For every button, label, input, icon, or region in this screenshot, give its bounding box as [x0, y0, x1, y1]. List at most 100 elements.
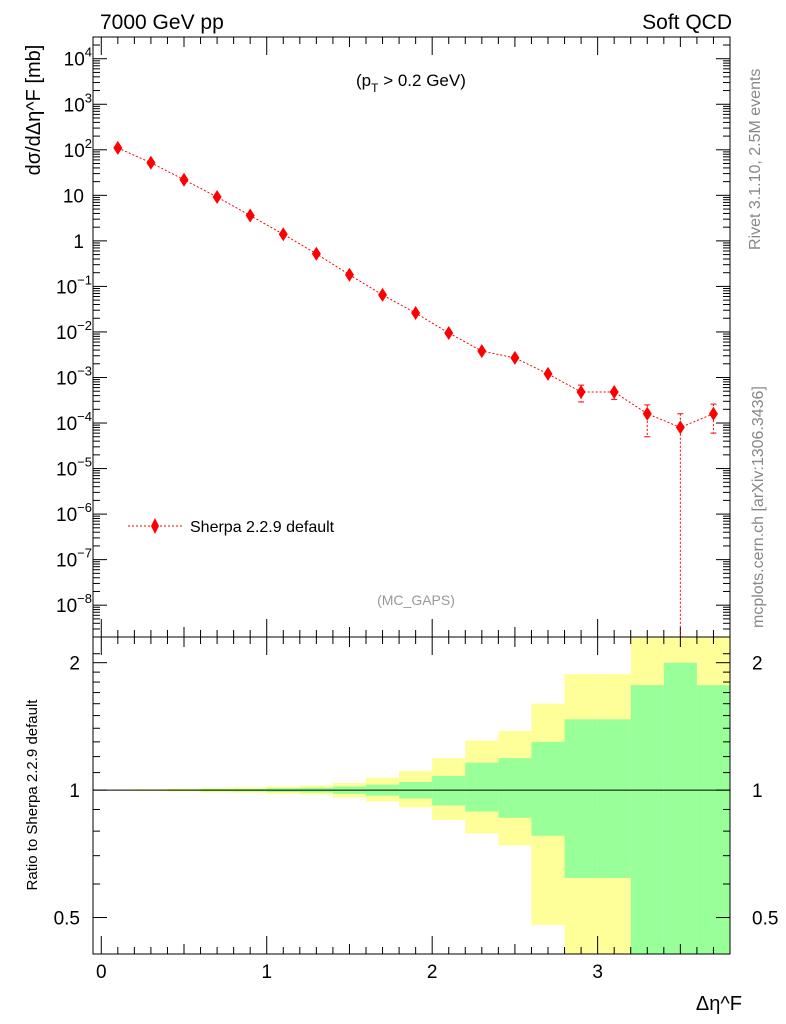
ratio-band-1σ-bin-12: [498, 758, 532, 818]
main-y-tick-label-exp--7: −7: [77, 546, 92, 561]
ratio-band-1σ-bin-11: [465, 762, 499, 812]
ratio-band-1σ-bin-13: [531, 741, 565, 836]
main-y-tick-label-2: 102: [64, 136, 92, 162]
main-y-tick-label-exp--1: −1: [77, 272, 92, 287]
main-y-tick-label-base-1: 10: [63, 186, 84, 207]
legend-marker: [151, 518, 159, 534]
cut-annotation-base: (p: [356, 71, 371, 90]
main-y-tick-label-3: 103: [64, 90, 92, 116]
data-point-16: [642, 406, 652, 421]
ratio-y-tick-label-left-1: 1: [69, 781, 80, 802]
data-point-15: [609, 385, 619, 400]
main-y-tick-label-exp-3: 3: [85, 90, 92, 105]
ratio-panel-frame: [92, 636, 731, 955]
data-point-13: [543, 366, 553, 381]
data-point-4: [245, 208, 255, 223]
ratio-band-1σ-bin-15: [597, 719, 631, 878]
ratio-y-axis-label: Ratio to Sherpa 2.2.9 default: [24, 699, 41, 891]
main-y-tick-label-exp--6: −6: [77, 500, 92, 515]
main-y-tick-label--5: 10−5: [56, 455, 92, 481]
ratio-band-1σ-bin-18: [696, 685, 730, 954]
main-y-ticks: 10410310210110−110−210−310−410−510−610−7…: [56, 44, 730, 630]
main-y-tick-label-exp--4: −4: [77, 409, 92, 424]
data-point-0: [113, 140, 123, 155]
data-point-14: [576, 385, 586, 400]
main-y-tick-label-base--3: 10: [56, 368, 77, 389]
ratio-y-tick-label-right-0.5: 0.5: [752, 909, 778, 930]
main-y-tick-label--1: 10−1: [56, 272, 92, 298]
main-y-tick-label-base--7: 10: [56, 551, 77, 572]
side-label-top: Rivet 3.1.10, 2.5M events: [747, 69, 764, 250]
analysis-watermark: (MC_GAPS): [377, 592, 455, 608]
data-point-10: [444, 325, 454, 340]
cut-annotation-sub: T: [371, 81, 379, 95]
x-tick-label-1: 1: [261, 962, 272, 983]
main-y-tick-label-base-0: 1: [73, 232, 84, 253]
series-sherpa: [113, 140, 718, 637]
data-point-5: [278, 227, 288, 242]
ratio-y-tick-label-left-2: 2: [69, 654, 80, 675]
data-point-3: [212, 189, 222, 204]
main-y-tick-label-base--2: 10: [56, 323, 77, 344]
ratio-y-tick-label-right-1: 1: [752, 781, 763, 802]
data-point-17: [675, 420, 685, 435]
ratio-band-1σ-bin-17: [663, 662, 697, 954]
data-point-2: [179, 172, 189, 187]
main-y-tick-label-exp-2: 2: [85, 136, 92, 151]
x-tick-label-2: 2: [427, 962, 438, 983]
data-point-1: [146, 155, 156, 170]
main-y-tick-label-1: 10: [63, 186, 84, 207]
main-y-tick-label-exp--8: −8: [77, 591, 92, 606]
main-y-tick-label--3: 10−3: [56, 363, 92, 389]
main-y-tick-label-base-4: 10: [64, 50, 85, 71]
ratio-bands: [101, 637, 730, 954]
legend-label: Sherpa 2.2.9 default: [190, 519, 335, 536]
main-y-tick-label--2: 10−2: [56, 318, 92, 344]
main-y-tick-label--8: 10−8: [56, 591, 92, 617]
data-point-12: [510, 350, 520, 365]
x-axis-label: Δη^F: [696, 993, 742, 1015]
ratio-band-1σ-bin-14: [564, 719, 598, 878]
main-y-tick-label-base--4: 10: [56, 414, 77, 435]
main-y-tick-label-base--8: 10: [56, 596, 77, 617]
data-point-6: [311, 246, 321, 261]
main-y-tick-label--7: 10−7: [56, 546, 92, 572]
series-line: [117, 147, 714, 428]
main-y-axis-label: dσ/dΔη^F [mb]: [23, 45, 45, 176]
ratio-band-1σ-bin-16: [630, 685, 664, 954]
data-point-8: [378, 287, 388, 302]
main-y-tick-label-base--6: 10: [56, 505, 77, 526]
main-panel-frame: [92, 36, 731, 638]
main-y-tick-label-base--5: 10: [56, 460, 77, 481]
data-point-11: [477, 344, 487, 359]
main-y-tick-label-exp--2: −2: [77, 318, 92, 333]
x-tick-label-0: 0: [96, 962, 107, 983]
main-y-tick-label-base--1: 10: [56, 277, 77, 298]
ratio-y-tick-label-left-0.5: 0.5: [54, 909, 80, 930]
header-left: 7000 GeV pp: [100, 11, 224, 34]
main-y-tick-label--4: 10−4: [56, 409, 92, 435]
header-right: Soft QCD: [642, 11, 732, 34]
main-y-tick-label-0: 1: [73, 232, 84, 253]
legend: Sherpa 2.2.9 default: [128, 518, 335, 536]
panel-frames: [92, 36, 731, 955]
main-y-tick-label-exp--3: −3: [77, 363, 92, 378]
ratio-band-1σ-bin-10: [432, 775, 466, 806]
x-ticks: 0 1 2 3: [96, 37, 731, 983]
main-y-tick-label--6: 10−6: [56, 500, 92, 526]
ratio-y-ticks: 0.5 0.5 1 1 2 2: [54, 653, 778, 930]
cut-annotation: (pT > 0.2 GeV): [356, 71, 466, 95]
data-point-7: [344, 267, 354, 282]
x-tick-label-3: 3: [592, 962, 603, 983]
side-label-bottom: mcplots.cern.ch [arXiv:1306.3436]: [750, 386, 767, 628]
ratio-y-tick-label-right-2: 2: [752, 654, 763, 675]
main-y-tick-label-4: 104: [64, 45, 92, 71]
main-y-tick-label-exp--5: −5: [77, 455, 92, 470]
main-y-tick-label-exp-4: 4: [85, 45, 92, 60]
data-point-9: [411, 306, 421, 321]
main-y-tick-label-base-3: 10: [64, 95, 85, 116]
cut-annotation-rest: > 0.2 GeV): [378, 71, 465, 90]
data-point-18: [708, 406, 718, 421]
main-y-tick-label-base-2: 10: [64, 141, 85, 162]
